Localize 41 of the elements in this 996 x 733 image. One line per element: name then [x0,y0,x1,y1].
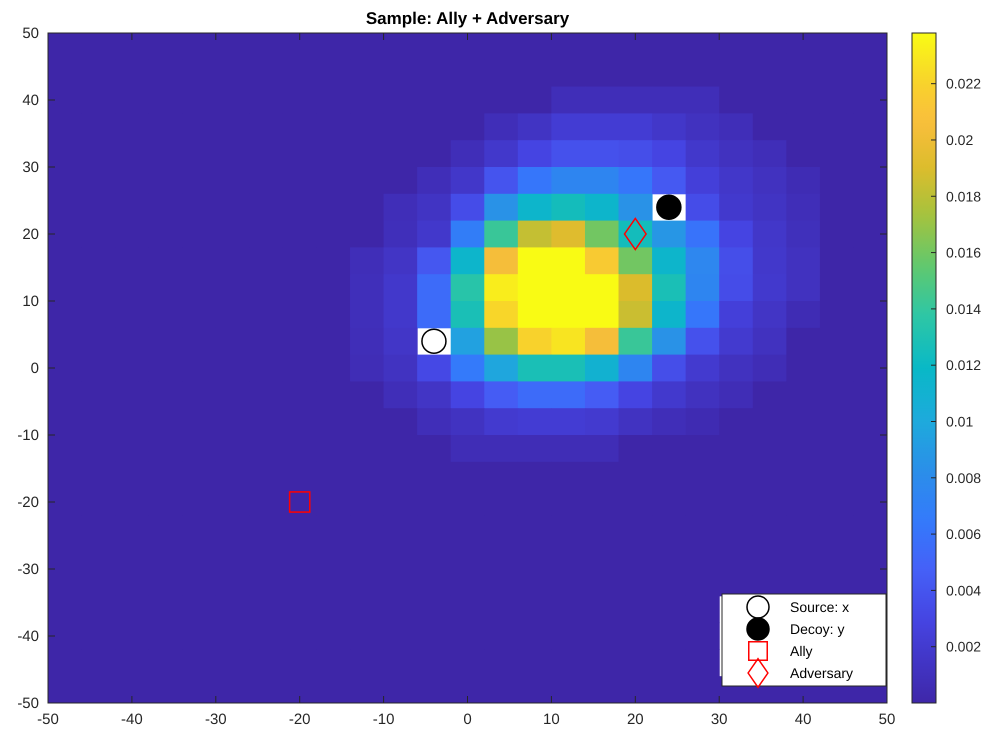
chart-title: Sample: Ally + Adversary [366,9,570,28]
legend-label: Decoy: y [790,621,844,637]
x-tick-label: 30 [710,711,728,728]
y-tick-label: -30 [17,561,39,578]
point [421,328,447,354]
point [624,218,647,250]
color-bar-label: 0.002 [946,638,982,655]
color-bar-label: 0.01 [946,413,974,430]
x-tick-label: -40 [121,711,143,728]
color-bar-label: 0.016 [946,244,982,261]
color-bar-label: 0.018 [946,188,982,204]
legend-label: Ally [790,643,813,659]
point [656,194,682,220]
y-tick-label: 40 [22,92,39,109]
y-tick-label: -50 [17,695,39,712]
y-tick-label: -10 [17,427,39,444]
x-tick-label: -30 [204,711,227,728]
color-bar-label: 0.02 [946,132,974,148]
color-bar-label: 0.014 [946,300,982,317]
y-tick-label: 50 [22,25,39,42]
color-bar-label: 0.022 [946,76,982,92]
legend-label: Source: x [790,599,850,615]
x-tick-label: -20 [288,711,311,728]
color-bar-label: 0.012 [946,357,982,374]
x-tick-label: -10 [372,711,394,728]
color-bar-label: 0.004 [946,582,982,598]
y-tick-label: -40 [17,628,39,645]
x-tick-label: 40 [794,711,812,728]
y-tick-label: 10 [22,293,39,310]
y-tick-label: 30 [22,159,39,176]
x-tick-label: 50 [878,711,896,728]
y-tick-label: -20 [17,494,39,511]
x-tick-label: 0 [463,711,472,728]
x-tick-label: 20 [626,711,644,728]
color-bar-label: 0.008 [946,470,982,486]
y-tick-label: 0 [30,360,39,377]
x-tick-label: 10 [543,711,560,728]
color-bar-label: 0.006 [946,526,982,542]
x-tick-label: -50 [37,711,59,728]
legend-label: Adversary [790,665,854,681]
y-tick-label: 20 [22,226,39,243]
